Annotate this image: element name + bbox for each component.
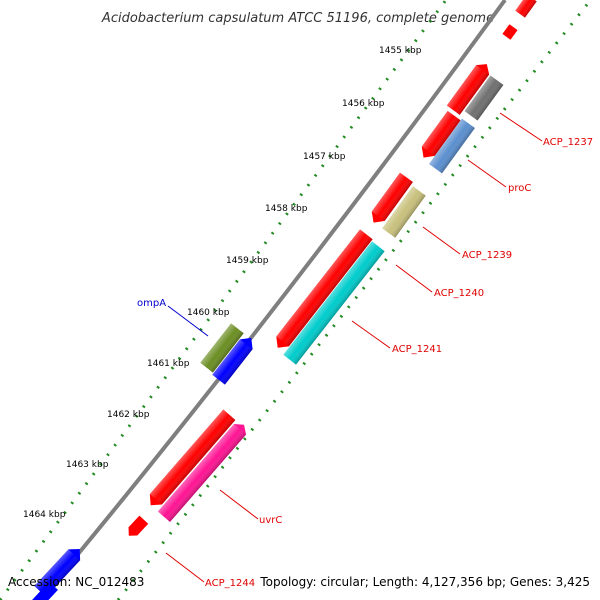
gene-feature-magenta[interactable] <box>157 419 250 523</box>
gene-label-acp-1237[interactable]: ACP_1237 <box>543 137 593 148</box>
gene-feature-acp-1237[interactable] <box>446 59 493 115</box>
gene-feature-proc[interactable] <box>429 118 475 174</box>
leader-ompa <box>167 305 209 337</box>
gene-label-acp-1240[interactable]: ACP_1240 <box>434 288 484 299</box>
gene-feature-red-arrow[interactable] <box>417 110 461 162</box>
gene-label-ompa[interactable]: ompA <box>137 298 166 309</box>
gene-feature-grey[interactable] <box>464 75 504 121</box>
gene-feature-ompa[interactable] <box>200 323 244 373</box>
kbp-label: 1460 kbp <box>187 308 230 318</box>
leader-acp-1241 <box>351 320 391 349</box>
kbp-label: 1455 kbp <box>379 46 422 56</box>
gene-feature-acp-1241[interactable] <box>283 241 385 365</box>
gene-feature-top-small[interactable] <box>502 24 518 40</box>
gene-feature-blue-bottom-2[interactable] <box>30 581 58 600</box>
gene-feature-blue-bottom[interactable] <box>34 544 85 597</box>
leader-uvrc <box>219 489 259 520</box>
gene-feature-red-1239a[interactable] <box>367 172 413 228</box>
genome-backbone <box>38 0 507 600</box>
gene-label-acp-1244[interactable]: ACP_1244 <box>205 578 255 589</box>
gene-feature-uvrc[interactable] <box>145 409 236 510</box>
kbp-label: 1464 kbp <box>23 510 66 520</box>
kbp-label: 1463 kbp <box>66 460 109 470</box>
leader-proc <box>467 159 507 188</box>
leader-acp-1237 <box>499 112 543 142</box>
leader-acp-1244 <box>165 552 205 583</box>
kbp-label: 1462 kbp <box>107 410 150 420</box>
kbp-label: 1461 kbp <box>147 359 190 369</box>
gene-features <box>30 0 537 600</box>
gene-feature-blue-arrow[interactable] <box>212 333 257 385</box>
gene-feature-acp-1240[interactable] <box>271 229 373 352</box>
kbp-label: 1459 kbp <box>226 256 269 266</box>
kbp-label: 1456 kbp <box>342 99 385 109</box>
gene-feature-acp-1239[interactable] <box>382 186 426 238</box>
kbp-label: 1457 kbp <box>303 152 346 162</box>
leader-acp-1239 <box>422 226 461 255</box>
summary-text: Topology: circular; Length: 4,127,356 bp… <box>259 575 590 589</box>
gene-feature-acp-1244[interactable] <box>124 515 149 540</box>
gene-label-acp-1239[interactable]: ACP_1239 <box>462 250 512 261</box>
outer-tick-ring <box>0 0 448 600</box>
scale-labels: 1455 kbp 1456 kbp 1457 kbp 1458 kbp 1459… <box>23 46 422 520</box>
gene-labels: ACP_1237 proC ACP_1239 ACP_1240 ACP_1241… <box>137 137 593 589</box>
gene-label-acp-1241[interactable]: ACP_1241 <box>392 344 442 355</box>
inner-tick-ring <box>116 0 593 600</box>
leader-lines <box>165 112 543 583</box>
accession-text: Accession: NC_012483 <box>8 575 144 589</box>
kbp-label: 1458 kbp <box>265 204 308 214</box>
gene-feature-top[interactable] <box>515 0 537 18</box>
gene-label-uvrc[interactable]: uvrC <box>259 515 282 526</box>
map-title: Acidobacterium capsulatum ATCC 51196, co… <box>101 11 494 26</box>
leader-acp-1240 <box>395 264 433 293</box>
gene-label-proc[interactable]: proC <box>508 183 531 194</box>
